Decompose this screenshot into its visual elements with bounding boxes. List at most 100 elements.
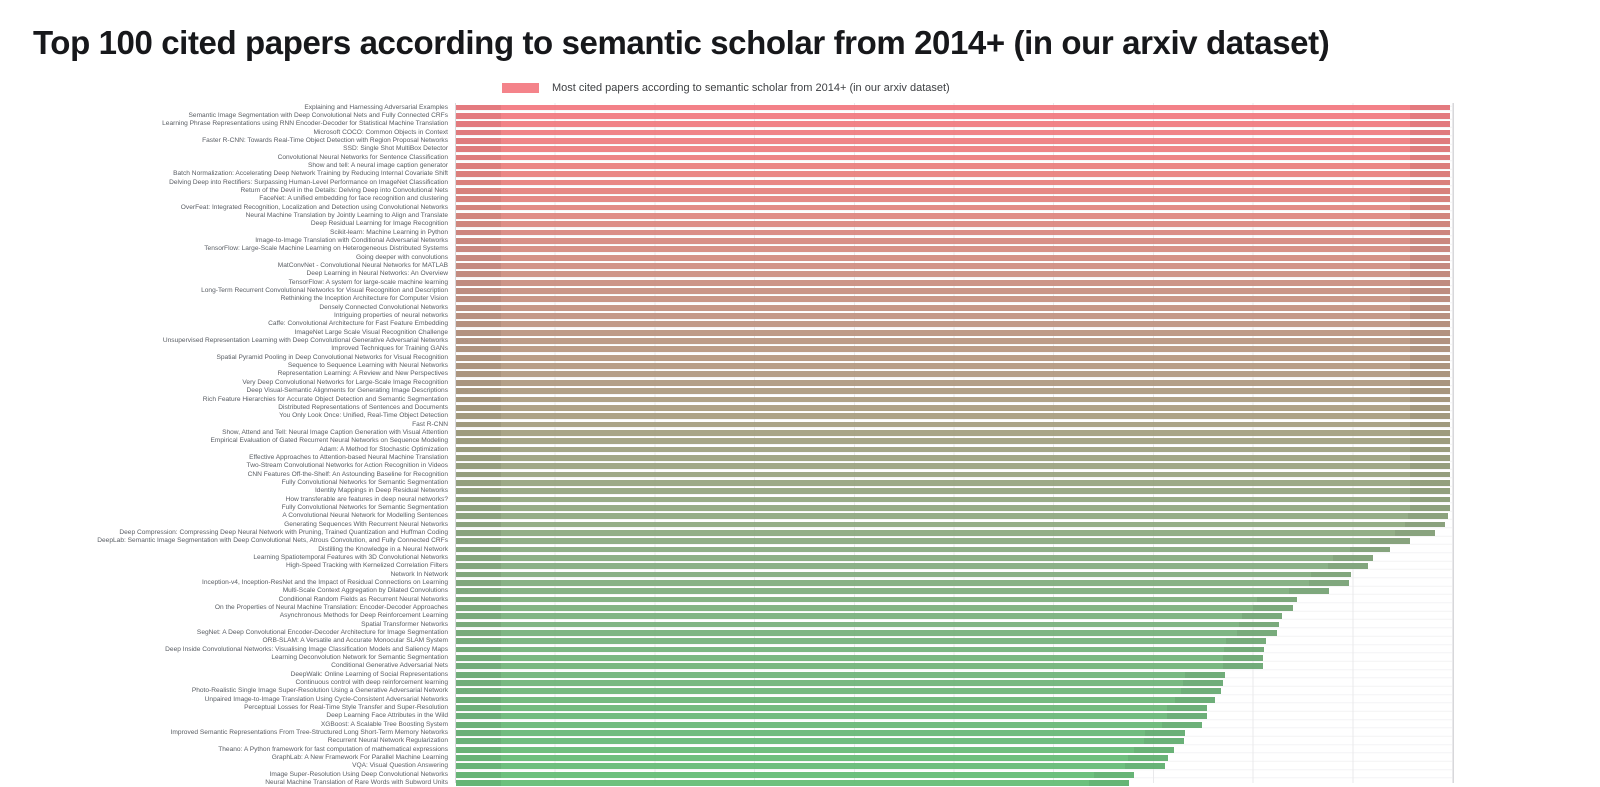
row-label: SSD: Single Shot MultiBox Detector xyxy=(343,145,448,153)
row-label: XGBoost: A Scalable Tree Boosting System xyxy=(320,720,448,728)
row-label: Continuous control with deep reinforceme… xyxy=(295,679,448,687)
row-label: Network In Network xyxy=(390,570,448,578)
row-label: Learning Spatiotemporal Features with 3D… xyxy=(253,553,448,561)
row-label: ImageNet Large Scale Visual Recognition … xyxy=(294,328,448,336)
row-label: OverFeat: Integrated Recognition, Locali… xyxy=(180,203,448,211)
bar xyxy=(456,354,1450,361)
bar xyxy=(456,413,1450,419)
bar xyxy=(456,263,1450,269)
bar xyxy=(456,162,1450,169)
bar xyxy=(456,404,1450,411)
bar xyxy=(456,579,1349,586)
row-label: Photo-Realistic Single Image Super-Resol… xyxy=(191,687,448,695)
row-label: Long-Term Recurrent Convolutional Networ… xyxy=(201,287,448,295)
row-label: TensorFlow: Large-Scale Machine Learning… xyxy=(204,245,448,253)
bar xyxy=(456,471,1450,478)
bar xyxy=(456,630,1278,636)
bar xyxy=(456,688,1222,695)
bar xyxy=(456,313,1450,319)
bar xyxy=(456,296,1450,303)
bar xyxy=(456,646,1265,653)
row-label: CNN Features Off-the-Shelf: An Astoundin… xyxy=(247,470,448,478)
bar xyxy=(456,488,1450,495)
bar xyxy=(456,771,1134,778)
bar xyxy=(456,638,1267,645)
bar xyxy=(456,271,1450,278)
row-label: TensorFlow: A system for large-scale mac… xyxy=(288,278,448,286)
bar xyxy=(456,438,1450,444)
row-label: Going deeper with convolutions xyxy=(355,253,448,261)
row-label: Effective Approaches to Attention-based … xyxy=(249,453,448,461)
bar xyxy=(456,221,1450,228)
bar xyxy=(456,338,1450,344)
row-label: Representation Learning: A Review and Ne… xyxy=(277,370,448,378)
bar xyxy=(456,238,1450,244)
bar xyxy=(456,671,1226,678)
row-label: Unsupervised Representation Learning wit… xyxy=(162,337,448,345)
row-label: SegNet: A Deep Convolutional Encoder-Dec… xyxy=(196,629,448,637)
bar xyxy=(456,571,1351,578)
row-label: Explaining and Harnessing Adversarial Ex… xyxy=(304,103,448,111)
row-label: Asynchronous Methods for Deep Reinforcem… xyxy=(279,612,448,620)
page-title: Top 100 cited papers according to semant… xyxy=(33,24,1330,62)
bar xyxy=(456,538,1411,545)
bar xyxy=(456,721,1203,728)
row-label: Image Super-Resolution Using Deep Convol… xyxy=(269,770,449,778)
row-label: FaceNet: A unified embedding for face re… xyxy=(259,195,448,203)
row-label: A Convolutional Neural Network for Model… xyxy=(282,512,448,520)
bar xyxy=(456,463,1450,470)
bar xyxy=(456,288,1450,294)
bar xyxy=(456,763,1165,770)
row-label: Rethinking the Inception Architecture fo… xyxy=(280,295,448,303)
row-label: Neural Machine Translation of Rare Words… xyxy=(265,779,448,787)
bar xyxy=(456,213,1450,219)
row-label: VQA: Visual Question Answering xyxy=(352,762,448,770)
row-label: Conditional Random Fields as Recurrent N… xyxy=(278,595,448,603)
row-label: Multi-Scale Context Aggregation by Dilat… xyxy=(282,587,448,595)
row-label: DeepLab: Semantic Image Segmentation wit… xyxy=(97,537,448,545)
legend-swatch xyxy=(502,83,539,93)
bar xyxy=(456,146,1450,153)
bar xyxy=(456,254,1450,261)
row-label: Convolutional Neural Networks for Senten… xyxy=(277,153,448,161)
bar xyxy=(456,171,1450,178)
row-label: Batch Normalization: Accelerating Deep N… xyxy=(173,170,448,178)
bar xyxy=(456,279,1450,286)
row-label: Recurrent Neural Network Regularization xyxy=(327,737,448,745)
row-label: Fully Convolutional Networks for Semanti… xyxy=(281,478,448,486)
bar xyxy=(456,663,1264,670)
bar xyxy=(456,655,1264,661)
legend-label: Most cited papers according to semantic … xyxy=(552,82,950,94)
row-label: Show, Attend and Tell: Neural Image Capt… xyxy=(222,428,448,436)
bar xyxy=(456,521,1446,528)
row-label: Spatial Pyramid Pooling in Deep Convolut… xyxy=(216,353,448,361)
row-label: Return of the Devil in the Details: Delv… xyxy=(240,187,448,194)
row-label: Densely Connected Convolutional Networks xyxy=(319,303,448,311)
row-label: Unpaired Image-to-Image Translation Usin… xyxy=(204,695,448,703)
row-label: Inception-v4, Inception-ResNet and the I… xyxy=(202,578,448,586)
row-label: Improved Semantic Representations From T… xyxy=(170,729,448,737)
bar xyxy=(456,746,1174,753)
row-label: Conditional Generative Adversarial Nets xyxy=(331,662,448,670)
row-label: On the Properties of Neural Machine Tran… xyxy=(214,604,448,611)
row-label: Deep Learning in Neural Networks: An Ove… xyxy=(306,270,448,278)
bar xyxy=(456,304,1450,311)
row-label: Scikit-learn: Machine Learning in Python xyxy=(329,228,448,236)
row-label: Deep Visual-Semantic Alignments for Gene… xyxy=(246,387,448,395)
bar xyxy=(456,513,1448,520)
bar xyxy=(456,396,1450,403)
legend[interactable]: Most cited papers according to semantic … xyxy=(502,82,950,94)
row-label: How transferable are features in deep ne… xyxy=(285,495,448,503)
bar xyxy=(456,112,1450,119)
bar xyxy=(456,738,1184,745)
row-label: Identity Mappings in Deep Residual Netwo… xyxy=(314,487,448,495)
bar xyxy=(456,137,1450,144)
row-label: Rich Feature Hierarchies for Accurate Ob… xyxy=(202,395,448,403)
row-label: Learning Phrase Representations using RN… xyxy=(162,120,448,128)
row-label: Delving Deep into Rectifiers: Surpassing… xyxy=(169,178,448,186)
row-label: Intriguing properties of neural networks xyxy=(334,312,448,320)
row-label: Distilling the Knowledge in a Neural Net… xyxy=(318,545,448,553)
row-label: Fast R-CNN xyxy=(412,420,448,428)
bar xyxy=(456,179,1450,186)
row-label: Adam: A Method for Stochastic Optimizati… xyxy=(319,445,448,453)
